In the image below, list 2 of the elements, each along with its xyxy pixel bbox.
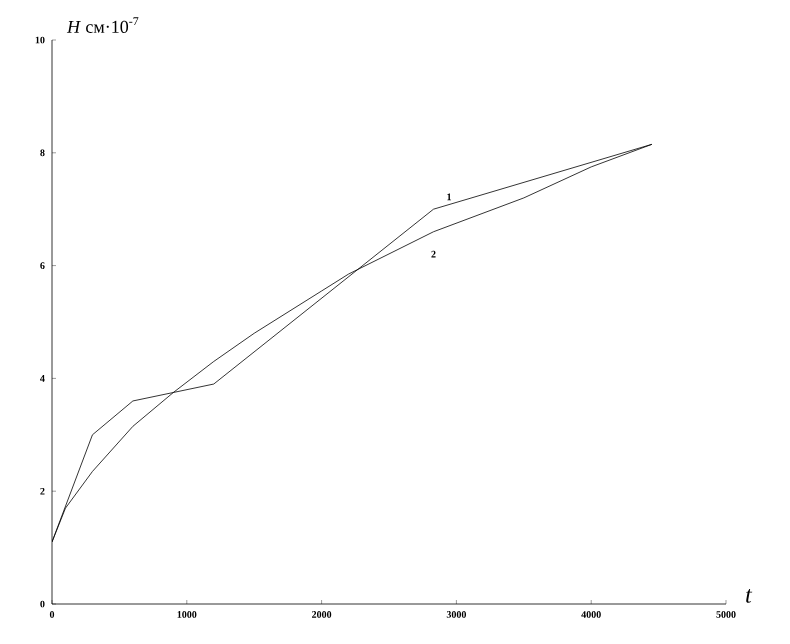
x-axis-title: t [746,589,753,603]
y-axis-title: H см·10$^{-7}$ [66,17,139,33]
